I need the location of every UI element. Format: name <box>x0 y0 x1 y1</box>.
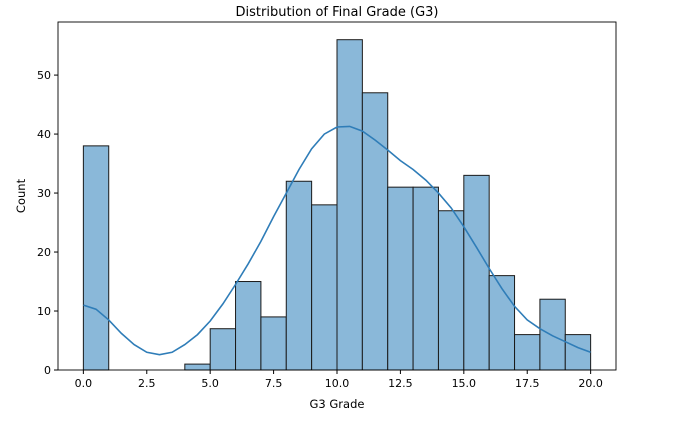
x-axis-label: G3 Grade <box>310 397 365 411</box>
x-tick-label: 5.0 <box>201 377 219 390</box>
histogram-bar <box>285 180 313 371</box>
y-tick-label: 10 <box>37 305 51 318</box>
x-tick-label: 20.0 <box>578 377 603 390</box>
x-tick-label: 15.0 <box>452 377 477 390</box>
x-tick-label: 12.5 <box>388 377 413 390</box>
histogram-bar <box>564 334 592 371</box>
histogram-bar <box>260 316 287 371</box>
histogram-bar <box>539 298 566 371</box>
histogram-bar <box>184 363 211 371</box>
y-tick-label: 0 <box>44 364 51 377</box>
y-tick-label: 20 <box>37 246 51 259</box>
histogram-bar <box>387 186 414 371</box>
histogram-bar <box>235 281 262 371</box>
histogram-bar <box>488 275 516 371</box>
histogram-bar <box>209 328 237 371</box>
histogram-bar <box>82 145 110 371</box>
histogram-bar <box>311 204 338 371</box>
histogram-bar <box>336 39 363 371</box>
x-tick-label: 17.5 <box>515 377 540 390</box>
histogram-bar <box>412 186 439 371</box>
x-tick-label: 0.0 <box>75 377 93 390</box>
x-tick-label: 10.0 <box>325 377 350 390</box>
y-tick-label: 50 <box>37 69 51 82</box>
chart-title: Distribution of Final Grade (G3) <box>236 5 439 20</box>
y-tick-label: 40 <box>37 128 51 141</box>
histogram-bar <box>437 210 465 371</box>
histogram-bar <box>463 174 490 371</box>
x-tick-label: 7.5 <box>265 377 283 390</box>
histogram-bar <box>361 92 389 371</box>
histogram-bar <box>514 334 541 371</box>
y-axis-label: Count <box>14 178 28 213</box>
y-tick-label: 30 <box>37 187 51 200</box>
x-tick-label: 2.5 <box>138 377 156 390</box>
kde-curve <box>83 125 591 356</box>
